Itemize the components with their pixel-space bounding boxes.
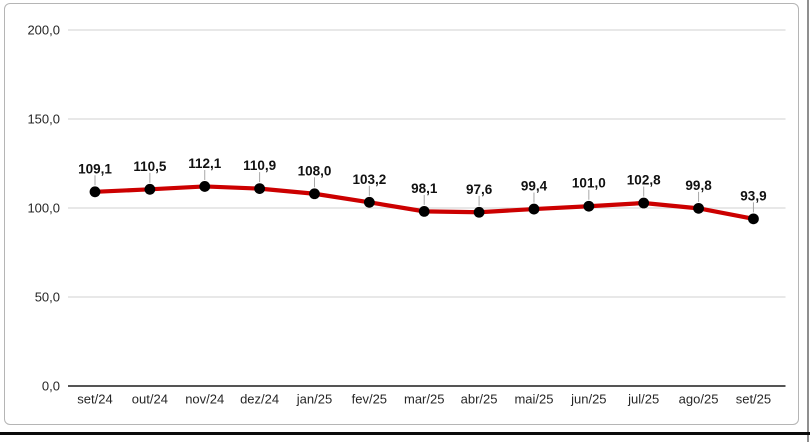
data-label: 108,0	[298, 163, 332, 178]
data-label: 97,6	[466, 182, 493, 197]
x-tick-label: set/24	[77, 392, 112, 407]
x-tick-label: ago/25	[679, 392, 719, 407]
line-chart-frame	[3, 2, 799, 425]
x-tick-label: jun/25	[570, 392, 606, 407]
data-label: 99,4	[521, 179, 548, 194]
data-point-marker	[583, 200, 595, 212]
bottom-divider-line	[0, 432, 810, 435]
data-label: 101,0	[572, 176, 606, 191]
y-tick-label: 150,0	[27, 112, 60, 127]
x-tick-label: nov/24	[185, 392, 224, 407]
data-point-marker	[638, 197, 650, 209]
x-tick-label: out/24	[132, 392, 168, 407]
x-tick-label: dez/24	[240, 392, 279, 407]
y-tick-label: 200,0	[27, 23, 60, 38]
x-tick-label: set/25	[736, 392, 771, 407]
y-tick-label: 50,0	[35, 290, 60, 305]
data-point-marker	[89, 186, 101, 198]
data-label: 99,8	[685, 178, 712, 193]
data-label: 98,1	[411, 181, 438, 196]
data-point-marker	[528, 203, 540, 215]
data-label: 110,5	[133, 159, 167, 174]
data-point-marker	[693, 202, 704, 214]
data-point-marker	[309, 188, 320, 200]
y-tick-label: 0,0	[42, 379, 60, 394]
data-point-marker	[363, 196, 375, 208]
x-tick-label: jul/25	[627, 392, 659, 407]
data-label: 103,2	[352, 172, 386, 187]
data-point-marker	[254, 183, 266, 194]
data-label: 93,9	[740, 188, 766, 203]
data-point-marker	[418, 205, 430, 217]
data-point-marker	[748, 213, 759, 225]
data-label: 112,1	[188, 156, 222, 171]
data-label: 110,9	[243, 158, 276, 173]
data-point-marker	[144, 183, 156, 195]
x-tick-label: abr/25	[461, 392, 498, 407]
right-edge-border	[806, 0, 809, 442]
data-label: 102,8	[627, 173, 661, 188]
data-point-marker	[199, 181, 211, 192]
y-tick-label: 100,0	[27, 201, 60, 216]
x-tick-label: mai/25	[514, 392, 553, 407]
x-tick-label: jan/25	[296, 392, 332, 407]
data-label: 109,1	[78, 161, 112, 176]
data-point-marker	[473, 206, 485, 218]
x-tick-label: fev/25	[352, 392, 387, 407]
x-tick-label: mar/25	[404, 392, 444, 407]
